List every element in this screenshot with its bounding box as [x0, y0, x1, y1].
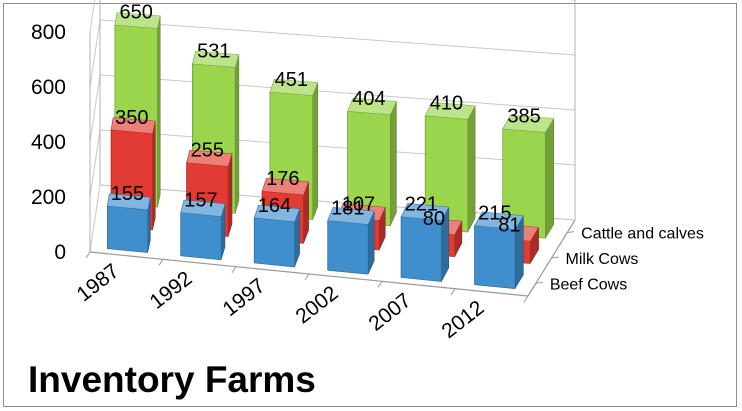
x-tick-label: 1987: [73, 259, 124, 306]
bar-top: [424, 102, 476, 120]
data-label: 410: [430, 93, 463, 115]
bar-side: [227, 153, 233, 237]
gridline-side: [89, 129, 101, 198]
series-label: Milk Cows: [566, 251, 639, 268]
bar: [327, 220, 369, 275]
data-label: 404: [352, 88, 385, 110]
bar: [107, 205, 148, 253]
bar-top: [180, 199, 226, 217]
bar: [253, 217, 295, 268]
data-label: 80: [423, 208, 445, 230]
bar-side: [545, 117, 555, 240]
bar-side: [390, 101, 397, 226]
x-tick-label: 2007: [365, 289, 416, 336]
data-label: 221: [405, 194, 438, 216]
x-tick-label: 1992: [146, 267, 197, 314]
depth-tick: [535, 281, 543, 284]
x-tick: [450, 288, 456, 295]
gridline-back: [99, 74, 576, 111]
x-tick: [85, 251, 91, 259]
data-label: 350: [115, 107, 148, 129]
data-label: 531: [197, 41, 230, 63]
x-tick-label: 2012: [438, 296, 489, 343]
bar-top: [110, 117, 156, 134]
x-tick-label: 1997: [219, 274, 270, 321]
x-tick: [158, 259, 164, 266]
series-label: Beef Cows: [550, 276, 627, 293]
bar-top: [474, 211, 524, 230]
data-label: 181: [331, 197, 364, 219]
y-tick-label: 400: [31, 131, 66, 154]
bar-top: [269, 78, 319, 96]
data-label: 451: [275, 69, 308, 91]
x-tick-label: 2002: [292, 281, 343, 328]
gridline-side: [89, 0, 96, 33]
chart-title: Inventory Farms: [28, 359, 316, 400]
bar-top: [192, 51, 240, 68]
bar-top: [261, 178, 309, 196]
bar-top: [400, 203, 450, 221]
bar-side: [152, 121, 156, 230]
gridline-side: [89, 74, 101, 143]
bar-top: [327, 207, 375, 225]
x-tick: [377, 281, 383, 288]
y-tick-label: 600: [31, 76, 66, 99]
depth-tick: [551, 256, 559, 259]
data-label: 215: [478, 203, 511, 225]
gridline-side: [89, 19, 101, 88]
bar-top: [186, 149, 233, 167]
data-label: 650: [120, 2, 153, 24]
depth-tick: [567, 231, 575, 234]
bar-top: [107, 193, 151, 211]
data-label: 81: [498, 214, 520, 236]
bar-side: [157, 15, 161, 208]
bar-top: [114, 12, 161, 29]
bar-side: [234, 54, 240, 214]
bar-top: [347, 97, 397, 115]
bar-top: [502, 114, 555, 133]
gridline-side: [89, 184, 101, 253]
data-label: 385: [507, 106, 540, 128]
data-label: 107: [342, 194, 375, 216]
series-label: Cattle and calves: [581, 226, 704, 243]
y-tick-label: 800: [31, 21, 66, 44]
bar-side: [312, 82, 318, 220]
x-tick: [231, 266, 237, 273]
y-tick-label: 200: [31, 186, 66, 209]
data-label: 176: [266, 168, 299, 190]
bar-top: [253, 204, 300, 223]
x-tick: [523, 295, 529, 303]
y-tick-label: 0: [54, 241, 66, 264]
bar-side: [467, 105, 476, 233]
x-tick: [304, 273, 310, 281]
bar: [180, 212, 222, 261]
gridline-back: [99, 19, 576, 56]
data-label: 157: [184, 190, 217, 212]
data-label: 255: [191, 140, 224, 162]
data-label: 164: [258, 195, 291, 217]
data-label: 155: [111, 183, 144, 205]
gridline-back: [99, 129, 576, 166]
